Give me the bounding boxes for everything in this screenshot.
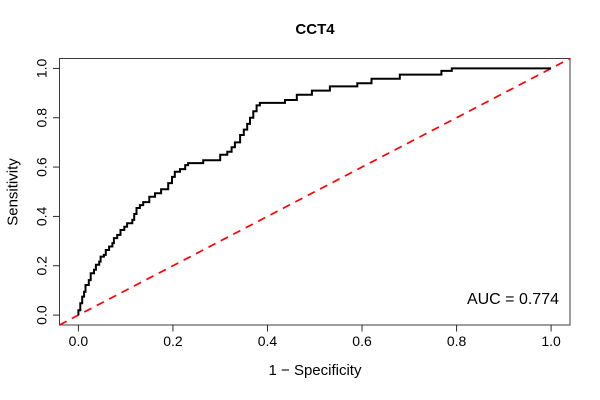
chance-reference-line bbox=[59, 57, 571, 326]
y-axis-label-text: Sensitivity bbox=[4, 158, 22, 226]
x-tick-label: 0.8 bbox=[447, 333, 467, 349]
x-tick-label: 1.0 bbox=[541, 333, 561, 349]
x-tick-label: 0.0 bbox=[69, 333, 89, 349]
x-tick-label: 0.4 bbox=[258, 333, 278, 349]
y-tick-label: 0.2 bbox=[34, 256, 50, 276]
y-tick-label: 1.0 bbox=[34, 58, 50, 78]
y-tick-label: 0.0 bbox=[34, 305, 50, 325]
auc-annotation: AUC = 0.774 bbox=[466, 291, 559, 308]
x-axis-label: 1 − Specificity bbox=[268, 362, 362, 379]
plot-box bbox=[59, 58, 571, 326]
y-tick-label: 0.6 bbox=[34, 157, 50, 177]
x-tick-label: 0.6 bbox=[352, 333, 372, 349]
plot-title: CCT4 bbox=[295, 21, 335, 38]
x-tick-label: 0.2 bbox=[163, 333, 183, 349]
roc-curve bbox=[77, 67, 552, 316]
y-tick-label: 0.4 bbox=[34, 206, 50, 226]
y-tick-label: 0.8 bbox=[34, 108, 50, 128]
